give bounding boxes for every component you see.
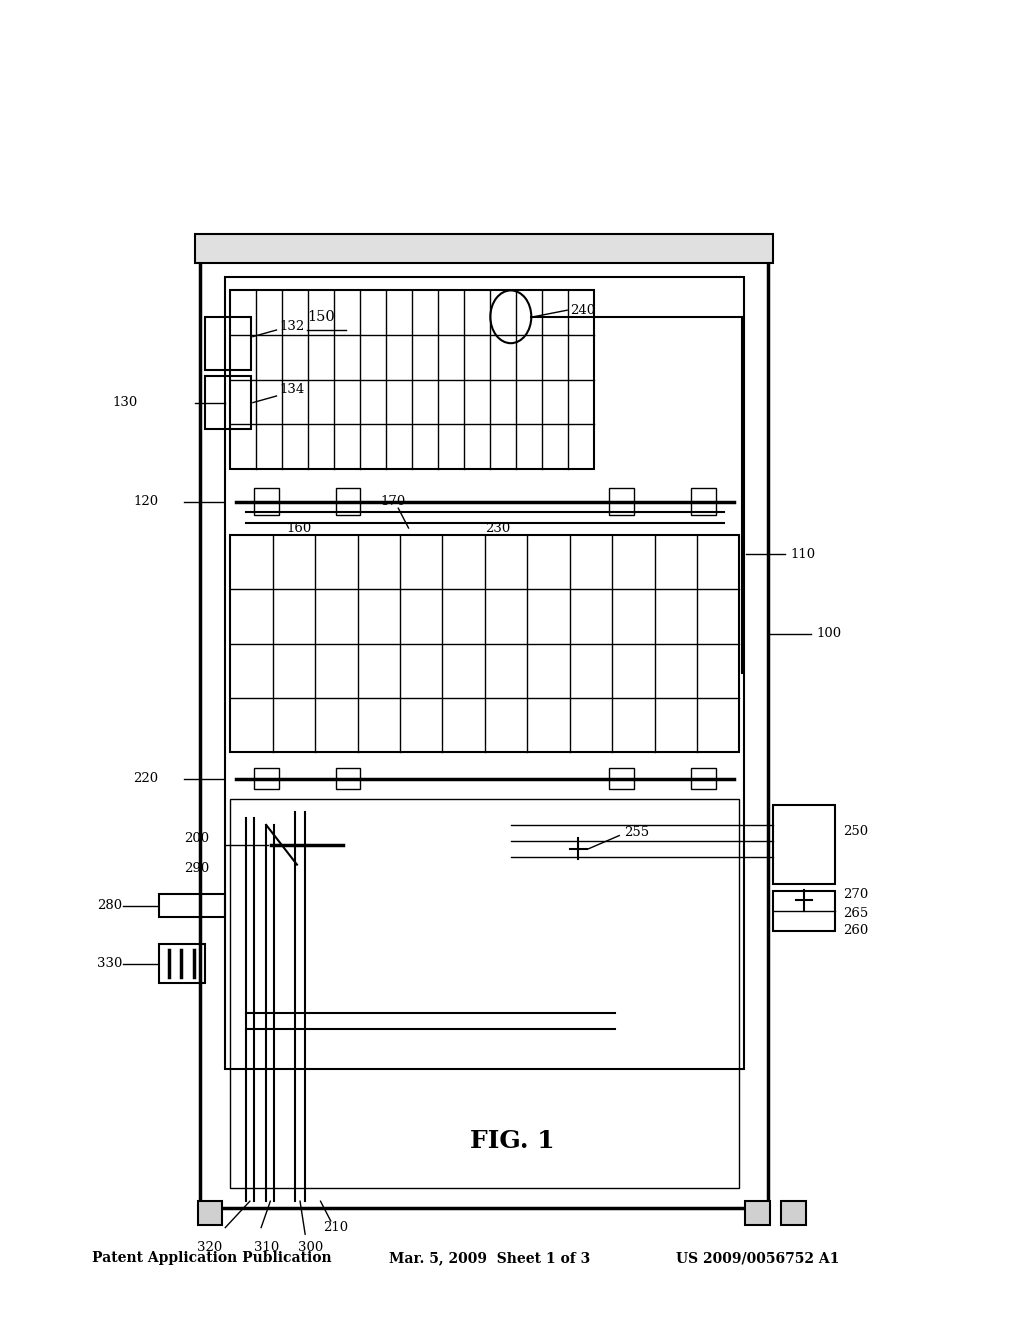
Bar <box>781 1201 806 1225</box>
Text: 280: 280 <box>97 899 123 912</box>
Text: 200: 200 <box>184 832 210 845</box>
Text: FIG. 1: FIG. 1 <box>470 1129 554 1152</box>
Text: 130: 130 <box>113 396 138 409</box>
Text: Mar. 5, 2009  Sheet 1 of 3: Mar. 5, 2009 Sheet 1 of 3 <box>389 1251 591 1266</box>
Bar <box>200 257 768 1208</box>
Bar <box>609 768 634 789</box>
Text: 240: 240 <box>570 304 595 317</box>
Bar <box>773 805 835 884</box>
Text: 300: 300 <box>298 1241 323 1254</box>
Text: 290: 290 <box>184 862 210 875</box>
Text: 170: 170 <box>381 495 406 508</box>
Text: 150: 150 <box>307 310 335 323</box>
Text: 110: 110 <box>791 548 816 561</box>
Bar <box>254 768 279 789</box>
Bar <box>198 1201 222 1225</box>
Bar <box>205 317 251 370</box>
Text: 120: 120 <box>133 495 159 508</box>
Text: 160: 160 <box>287 521 312 535</box>
Bar <box>691 488 716 515</box>
Text: 220: 220 <box>133 772 159 785</box>
Text: Patent Application Publication: Patent Application Publication <box>92 1251 332 1266</box>
Bar <box>336 488 360 515</box>
Bar <box>230 799 739 1188</box>
Bar <box>745 1201 770 1225</box>
Bar <box>336 768 360 789</box>
Text: US 2009/0056752 A1: US 2009/0056752 A1 <box>676 1251 840 1266</box>
Bar <box>225 277 744 1069</box>
Text: 320: 320 <box>198 1241 222 1254</box>
Bar <box>195 234 773 263</box>
Text: 210: 210 <box>324 1221 348 1234</box>
Bar <box>205 376 251 429</box>
Bar <box>159 944 205 983</box>
Bar <box>691 768 716 789</box>
Text: 100: 100 <box>816 627 842 640</box>
Text: 250: 250 <box>843 825 868 838</box>
Bar <box>230 535 739 752</box>
Text: 132: 132 <box>280 319 305 333</box>
Text: 260: 260 <box>843 924 868 937</box>
Bar <box>609 488 634 515</box>
Text: 255: 255 <box>625 826 649 840</box>
Bar <box>230 290 594 469</box>
Text: 134: 134 <box>280 383 305 396</box>
Text: 270: 270 <box>843 888 868 902</box>
Bar <box>159 894 225 917</box>
Text: 330: 330 <box>97 957 123 970</box>
Text: 230: 230 <box>485 521 510 535</box>
Text: 265: 265 <box>843 907 868 920</box>
Bar <box>773 891 835 931</box>
Bar <box>254 488 279 515</box>
Text: 310: 310 <box>254 1241 279 1254</box>
